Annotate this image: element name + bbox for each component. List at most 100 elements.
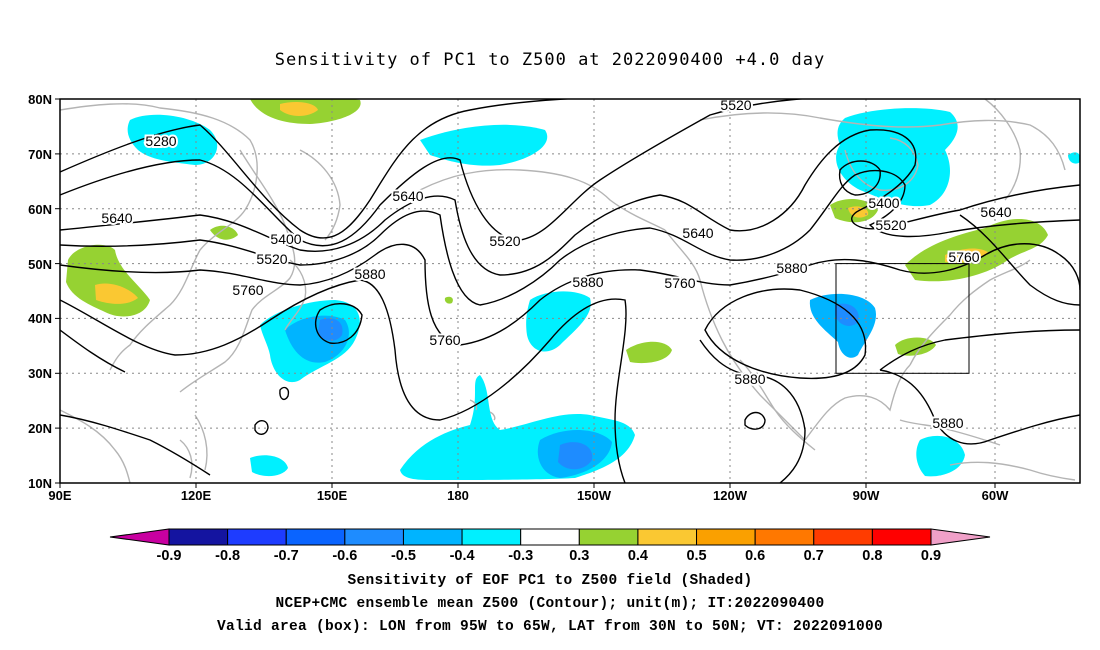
lon-label: 150W [577,488,612,503]
coastline-indochina [60,409,131,483]
contour-line [60,414,211,476]
shade-pos-region [626,341,672,364]
shade-strong-neg-region [318,318,343,341]
lon-label: 120W [713,488,748,503]
colorbar-cell [461,528,522,546]
colorbar-label: 0.6 [745,548,765,564]
contour-label: 5520 [875,217,906,233]
figure-title: Sensitivity of PC1 to Z500 at 2022090400… [274,50,826,70]
lat-label: 10N [28,476,52,491]
shade-pos-region [66,244,150,317]
coastline-asia [60,103,258,371]
shade-pos-region [444,296,453,304]
caption-valid-area: Valid area (box): LON from 95W to 65W, L… [216,619,884,635]
lat-label: 60N [28,202,52,217]
colorbar-label: -0.3 [508,548,533,564]
contour-line [60,279,627,483]
colorbar-cell [402,528,463,546]
colorbar-cell [285,528,346,546]
shade-strong-neg-region [835,303,859,326]
shade-neg-region [250,455,288,477]
shade-strong-neg-region [558,442,593,470]
longitude-labels: 90E 120E 150E 180 150W 120W 90W 60W [48,488,1009,503]
contour-line [60,99,577,239]
contour-label: 5880 [734,371,765,387]
lat-label: 30N [28,366,52,381]
caption-contour: NCEP+CMC ensemble mean Z500 (Contour); u… [275,596,825,612]
colorbar-label: -0.7 [274,548,299,564]
contour-label: 5520 [720,97,751,113]
contour-line [254,420,269,435]
lat-label: 70N [28,147,52,162]
contour-line [879,369,1080,445]
colorbar-left-arrow [109,528,170,546]
lon-label: 90E [48,488,71,503]
lat-label: 20N [28,421,52,436]
contour-label: 5640 [682,225,713,241]
coastline-canada-arctic [699,112,1066,171]
coastline-kamchatka [299,149,341,241]
colorbar-label: 0.8 [862,548,882,564]
contour-label: 5400 [270,231,301,247]
contour-label: 5880 [354,266,385,282]
contour-line [879,329,1080,371]
contour-label: 5760 [232,282,263,298]
contour-label: 5520 [256,251,287,267]
colorbar-cell [520,528,580,546]
coastline-philippines [179,414,208,479]
contour-label: 5760 [429,332,460,348]
contour-line [314,303,363,344]
colorbar-label: 0.3 [569,548,589,564]
colorbar-cell [754,528,815,546]
colorbar: -0.9 -0.8 -0.7 -0.6 -0.5 -0.4 -0.3 0.3 0.4 0.5 0.6… [109,528,991,564]
colorbar-label: -0.6 [332,548,357,564]
contour-line [60,329,806,483]
colorbar-cell [813,528,873,546]
lat-label: 50N [28,257,52,272]
coastline-alaska [419,168,666,231]
axis-ticks [55,98,996,488]
colorbar-cell [227,528,287,546]
colorbar-label: -0.8 [215,548,240,564]
shade-neg-region [809,293,877,358]
lat-label: 80N [28,92,52,107]
colorbar-cell [696,528,756,546]
lat-label: 40N [28,311,52,326]
lon-label: 90W [853,488,880,503]
contour-label: 5760 [664,275,695,291]
shade-neg-region [916,435,965,477]
lon-label: 180 [447,488,469,503]
contour-line [60,99,811,247]
colorbar-cell [168,528,229,546]
shade-pos-strong-region [280,102,318,116]
coastline-japan [284,259,307,331]
contour-line [279,386,290,401]
shade-pos-region [210,225,238,240]
colorbar-label: -0.5 [391,548,416,564]
caption-shaded: Sensitivity of EOF PC1 to Z500 field (Sh… [347,573,753,589]
lon-label: 120E [181,488,212,503]
colorbar-label: 0.9 [921,548,941,564]
shade-neg-region [420,124,548,166]
contour-line [744,411,766,430]
contour-label: 5880 [776,260,807,276]
coastline-gulf [804,364,911,441]
contour-line [704,288,867,380]
colorbar-label: -0.4 [450,548,475,564]
shade-neg-region [1068,152,1080,164]
shade-neg-region [526,291,591,352]
colorbar-cell [871,528,932,546]
colorbar-right-arrow [930,528,991,546]
shade-neg-region [400,375,635,480]
coastline-asia-east [179,149,296,393]
contour-label: 5640 [101,210,132,226]
contour-label: 5760 [948,249,979,265]
contour-label: 5400 [868,195,899,211]
contour-line [959,214,1080,306]
contour-labels: 5280 5640 5400 5520 5760 5880 5640 5760 … [99,95,1013,433]
lon-label: 150E [317,488,348,503]
sensitivity-shading [66,99,1080,480]
coastline-south-america [949,461,1076,481]
